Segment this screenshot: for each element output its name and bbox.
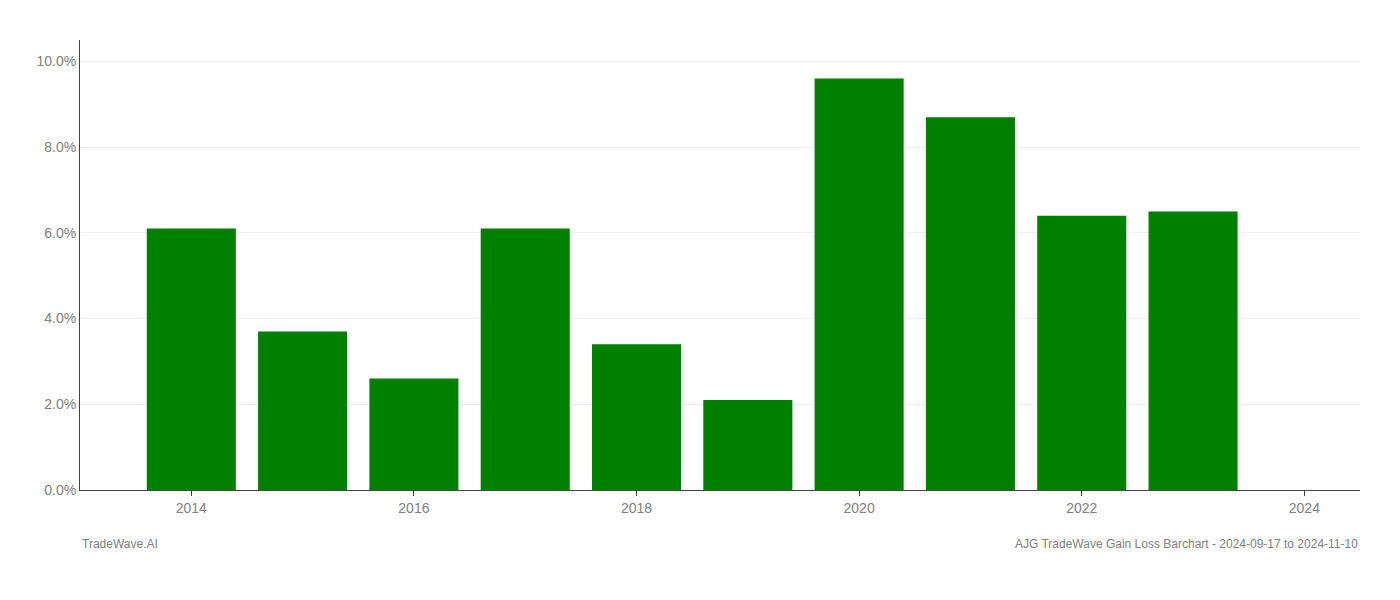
svg-text:2024: 2024 [1289,500,1320,516]
svg-text:10.0%: 10.0% [36,53,76,69]
svg-text:8.0%: 8.0% [44,139,76,155]
svg-text:TradeWave.AI: TradeWave.AI [82,537,158,551]
svg-text:2016: 2016 [398,500,429,516]
svg-text:2020: 2020 [844,500,875,516]
svg-text:4.0%: 4.0% [44,310,76,326]
svg-text:2018: 2018 [621,500,652,516]
svg-text:2.0%: 2.0% [44,396,76,412]
svg-text:0.0%: 0.0% [44,482,76,498]
svg-text:6.0%: 6.0% [44,225,76,241]
svg-text:2022: 2022 [1066,500,1097,516]
svg-text:AJG TradeWave Gain Loss Barcha: AJG TradeWave Gain Loss Barchart - 2024-… [1015,537,1358,551]
svg-text:2014: 2014 [176,500,207,516]
